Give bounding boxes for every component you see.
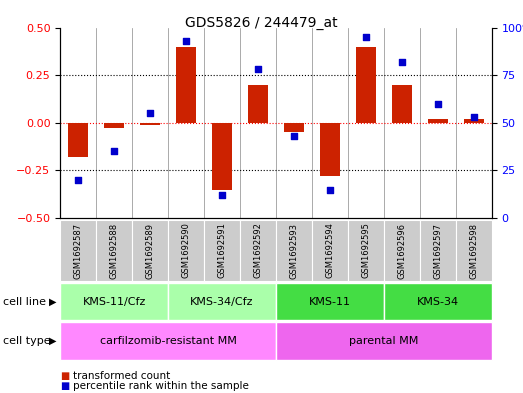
Point xyxy=(434,101,442,107)
Bar xyxy=(212,123,232,189)
Point xyxy=(146,110,154,116)
Bar xyxy=(248,85,268,123)
Text: GSM1692592: GSM1692592 xyxy=(254,222,263,279)
Bar xyxy=(68,123,88,157)
Text: ■: ■ xyxy=(60,371,70,382)
Text: percentile rank within the sample: percentile rank within the sample xyxy=(73,381,249,391)
Bar xyxy=(176,47,196,123)
Text: GSM1692594: GSM1692594 xyxy=(325,222,334,279)
Text: ▶: ▶ xyxy=(49,297,56,307)
Text: GSM1692591: GSM1692591 xyxy=(218,222,226,279)
Bar xyxy=(320,123,340,176)
Point xyxy=(326,186,334,193)
Text: transformed count: transformed count xyxy=(73,371,170,382)
Text: KMS-34: KMS-34 xyxy=(417,297,459,307)
Point xyxy=(182,38,190,44)
Text: GSM1692589: GSM1692589 xyxy=(145,222,154,279)
Bar xyxy=(284,123,304,132)
Point xyxy=(361,34,370,40)
Text: GDS5826 / 244479_at: GDS5826 / 244479_at xyxy=(185,16,338,30)
Point xyxy=(290,133,298,139)
Text: ■: ■ xyxy=(60,381,70,391)
Bar xyxy=(464,119,484,123)
Text: parental MM: parental MM xyxy=(349,336,418,346)
Text: KMS-34/Cfz: KMS-34/Cfz xyxy=(190,297,254,307)
Text: GSM1692598: GSM1692598 xyxy=(469,222,478,279)
Bar xyxy=(140,123,160,125)
Bar xyxy=(392,85,412,123)
Text: ▶: ▶ xyxy=(49,336,56,346)
Point xyxy=(254,66,262,73)
Text: GSM1692590: GSM1692590 xyxy=(181,222,190,279)
Text: KMS-11: KMS-11 xyxy=(309,297,351,307)
Text: cell type: cell type xyxy=(3,336,50,346)
Point xyxy=(397,59,406,65)
Text: GSM1692597: GSM1692597 xyxy=(433,222,442,279)
Text: GSM1692588: GSM1692588 xyxy=(110,222,119,279)
Text: GSM1692596: GSM1692596 xyxy=(397,222,406,279)
Point xyxy=(110,148,118,154)
Point xyxy=(470,114,478,120)
Bar xyxy=(104,123,124,128)
Bar xyxy=(356,47,376,123)
Text: GSM1692587: GSM1692587 xyxy=(74,222,83,279)
Text: GSM1692595: GSM1692595 xyxy=(361,222,370,279)
Point xyxy=(74,177,82,183)
Text: cell line: cell line xyxy=(3,297,46,307)
Point xyxy=(218,192,226,198)
Text: GSM1692593: GSM1692593 xyxy=(289,222,298,279)
Text: carfilzomib-resistant MM: carfilzomib-resistant MM xyxy=(99,336,236,346)
Text: KMS-11/Cfz: KMS-11/Cfz xyxy=(83,297,146,307)
Bar xyxy=(428,119,448,123)
